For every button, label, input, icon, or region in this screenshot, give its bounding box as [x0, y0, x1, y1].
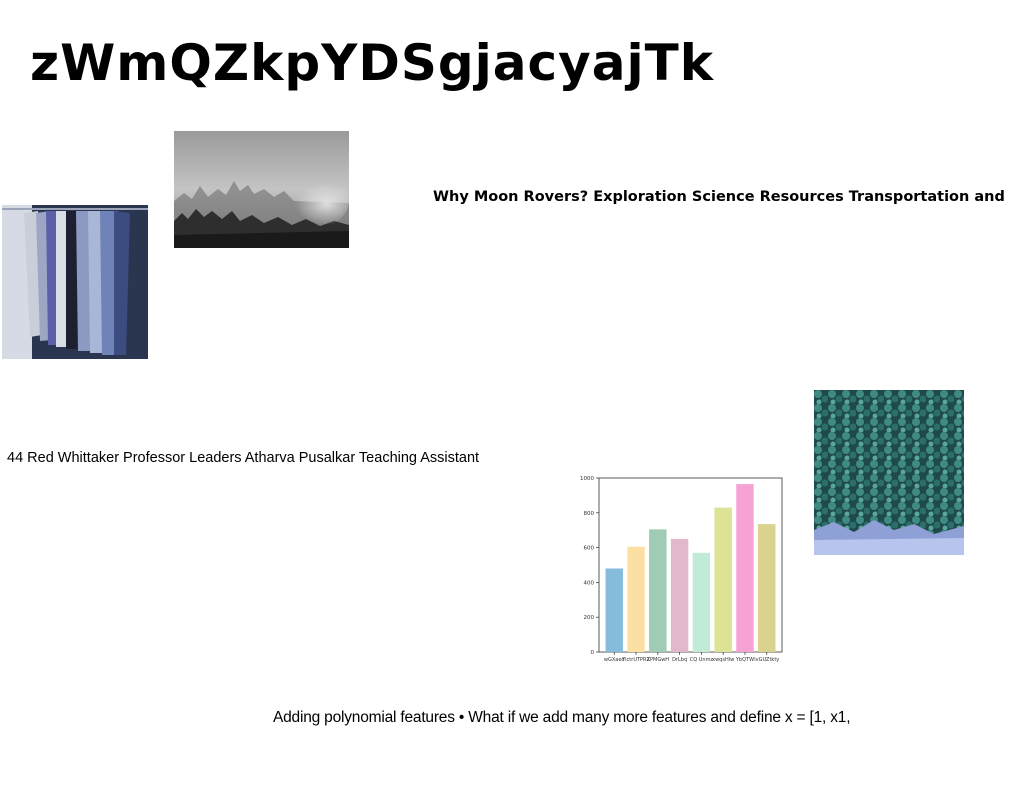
x-tick-label: YlctrUTPRZ: [621, 657, 650, 663]
chart-plot-area: [598, 477, 783, 653]
y-tick-label: 1000: [580, 476, 594, 482]
y-tick-label: 400: [584, 580, 595, 586]
y-tick-label: 200: [584, 615, 595, 621]
shirts-on-rack-photo: [2, 205, 148, 359]
slide-title: zWmQZkpYDSgjacyajTk: [30, 34, 715, 92]
bar: [736, 484, 754, 652]
bar: [627, 546, 645, 652]
x-tick-label: YbQTW: [735, 657, 754, 663]
y-tick-label: 0: [591, 650, 595, 656]
x-tick-label: XPMGwH: [647, 657, 670, 663]
slide-heading: Why Moon Rovers? Exploration Science Res…: [433, 189, 1005, 205]
x-tick-label: wGXaed: [604, 657, 625, 663]
bar: [605, 568, 623, 652]
x-tick-label: DrLbq: [672, 657, 687, 663]
credits-text: 44 Red Whittaker Professor Leaders Athar…: [7, 450, 480, 466]
bar: [670, 538, 689, 652]
bar-chart: 0 200 400 600 800 1000 wGXaed YlctrUTPRZ XPMGwH D…: [568, 472, 790, 668]
bar: [714, 507, 732, 652]
x-tick-label: lvGUZtkty: [754, 657, 779, 663]
bar: [758, 524, 776, 652]
y-tick-label: 800: [584, 511, 595, 517]
y-tick-label: 600: [584, 546, 595, 552]
bar: [692, 552, 711, 652]
bar: [649, 529, 667, 652]
aerial-forest-photo: [814, 390, 964, 555]
bullet-text: Adding polynomial features • What if we …: [273, 709, 851, 726]
foggy-forest-photo: [174, 131, 349, 248]
x-tick-label: xwqsHlw: [712, 657, 734, 663]
x-tick-label: CQ Unmz: [690, 657, 714, 663]
